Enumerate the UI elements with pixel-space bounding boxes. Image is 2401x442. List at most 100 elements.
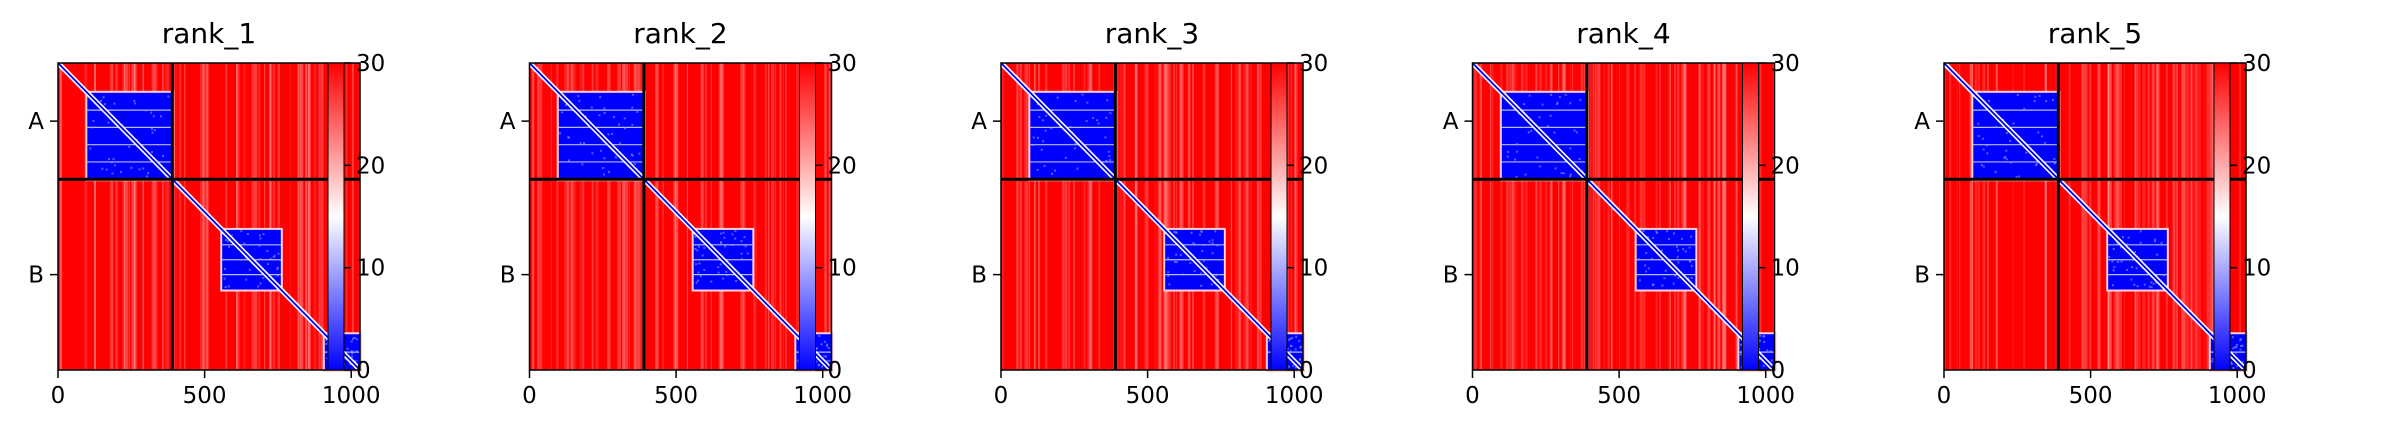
block-speckle — [2127, 236, 2130, 239]
block-speckle — [351, 337, 354, 340]
block-speckle — [1105, 159, 1108, 162]
block-speckle — [1655, 230, 1658, 233]
texture-streak — [1087, 63, 1090, 370]
block-speckle — [92, 119, 95, 122]
texture-streak — [1524, 63, 1528, 370]
texture-streak — [720, 63, 723, 370]
block-speckle — [1739, 343, 1742, 346]
texture-streak — [59, 63, 62, 370]
block-speckle — [107, 121, 110, 124]
block-speckle — [223, 277, 226, 280]
block-speckle — [817, 364, 820, 367]
block-speckle — [258, 244, 261, 247]
block-speckle — [2045, 100, 2048, 103]
block-speckle — [2015, 176, 2018, 179]
x-tick-label: 0 — [51, 383, 66, 409]
block-speckle — [1569, 147, 1572, 150]
block-speckle — [1982, 148, 1985, 151]
y-tick-label: A — [971, 109, 987, 135]
block-speckle — [612, 115, 615, 118]
texture-streak — [1655, 63, 1658, 370]
texture-streak — [1658, 63, 1662, 370]
block-speckle — [696, 249, 699, 252]
texture-streak — [1595, 63, 1597, 370]
block-speckle — [695, 281, 698, 284]
texture-streak — [84, 63, 88, 370]
texture-streak — [742, 63, 746, 370]
colorbar-tick-label: 10 — [1771, 256, 1800, 282]
colorbar — [1271, 63, 1287, 370]
texture-streak — [1019, 63, 1022, 370]
block-speckle — [2120, 260, 2123, 263]
texture-streak — [162, 63, 165, 370]
block-speckle — [1291, 337, 1294, 340]
block-speckle — [228, 245, 231, 248]
texture-streak — [1538, 63, 1543, 370]
colorbar-frame — [1742, 62, 1759, 371]
block-speckle — [2133, 250, 2136, 253]
block-speckle — [1287, 365, 1290, 368]
block-speckle — [624, 127, 627, 130]
texture-streak — [2118, 63, 2121, 370]
colorbar-tick-label: 30 — [1299, 51, 1328, 77]
block-speckle — [599, 96, 602, 99]
texture-streak — [1544, 63, 1548, 370]
texture-streak — [115, 63, 118, 370]
block-speckle — [1661, 284, 1664, 287]
block-speckle — [1769, 350, 1772, 353]
texture-streak — [1028, 63, 1031, 370]
texture-streak — [297, 63, 301, 370]
texture-streak — [1159, 63, 1162, 370]
texture-streak — [2155, 63, 2159, 370]
block-speckle — [1558, 96, 1561, 99]
colorbar-frame — [2213, 62, 2231, 371]
block-speckle — [159, 115, 162, 118]
texture-streak — [1949, 63, 1952, 370]
diagonal-line — [1000, 62, 1304, 371]
colorbar-frame — [327, 62, 345, 371]
texture-streak — [830, 63, 834, 370]
texture-streak — [2108, 63, 2110, 370]
texture-streak — [1607, 63, 1610, 370]
texture-streak — [346, 63, 348, 370]
block-speckle — [2125, 268, 2128, 271]
x-tick-label: 0 — [1465, 383, 1480, 409]
texture-streak — [258, 63, 260, 370]
texture-streak — [2088, 63, 2092, 370]
block-speckle — [1647, 267, 1650, 270]
block-speckle — [1290, 345, 1293, 348]
block-speckle — [565, 104, 568, 107]
diagonal-line — [1471, 62, 1776, 371]
texture-streak — [531, 63, 535, 370]
block-speckle — [161, 154, 164, 157]
block-speckle — [102, 96, 105, 99]
block-speckle — [2236, 364, 2239, 367]
block-speckle — [325, 343, 328, 346]
texture-streak — [1698, 63, 1702, 370]
block-speckle — [151, 131, 154, 134]
block-speckle — [142, 167, 145, 170]
block-speckle — [816, 347, 819, 350]
x-tick-label: 1000 — [2208, 383, 2267, 409]
block-speckle — [1106, 99, 1109, 102]
block-speckle — [1546, 125, 1549, 128]
block-speckle — [2120, 246, 2123, 249]
texture-streak — [655, 63, 659, 370]
texture-streak — [2044, 63, 2048, 370]
texture-streak — [305, 63, 307, 370]
texture-streak — [243, 63, 246, 370]
block-speckle — [1554, 167, 1557, 170]
diagonal-line — [1943, 62, 2247, 371]
texture-streak — [2134, 63, 2136, 370]
block-speckle — [269, 257, 272, 260]
block-speckle — [699, 275, 702, 278]
block-speckle — [1173, 260, 1176, 263]
block-speckle — [353, 336, 356, 339]
texture-streak — [2055, 63, 2058, 370]
texture-streak — [785, 63, 787, 370]
texture-streak — [1506, 63, 1509, 370]
texture-streak — [591, 63, 594, 370]
block-speckle — [147, 172, 150, 175]
colorbar-tick-label: 10 — [2242, 256, 2271, 282]
block-speckle — [1076, 167, 1079, 170]
